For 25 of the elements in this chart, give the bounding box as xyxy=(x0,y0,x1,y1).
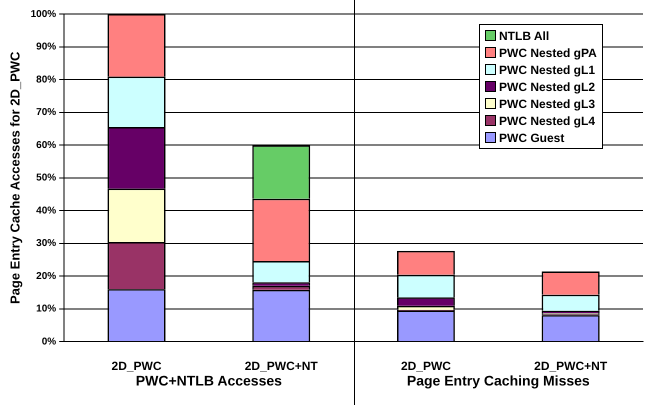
legend-label: PWC Nested gL3 xyxy=(499,96,596,110)
y-tick-label: 30% xyxy=(36,238,56,250)
y-tick-label: 80% xyxy=(36,74,56,86)
legend-label: PWC Nested gPA xyxy=(499,46,597,60)
legend-label: PWC Nested gL4 xyxy=(499,114,596,128)
y-tick-label: 40% xyxy=(36,205,56,216)
x-tick-label: 2D_PWC xyxy=(400,359,452,374)
y-tick-label: 70% xyxy=(36,107,56,118)
x-tick-label: 2D_PWC+NT xyxy=(534,359,608,374)
y-tick-label: 20% xyxy=(36,270,56,282)
legend-label: NTLB All xyxy=(499,28,550,42)
legend-label: PWC Nested gL1 xyxy=(499,62,596,76)
y-tick-label: 100% xyxy=(30,8,56,20)
text: Page Entry Caching Misses xyxy=(406,372,590,388)
y-tick-label: 60% xyxy=(36,140,56,151)
y-axis-title: Page Entry Cache Accesses for 2D_PWC xyxy=(7,50,22,304)
y-tick-label: 90% xyxy=(36,42,56,53)
y-tick-label: 0% xyxy=(42,336,56,348)
x-tick-label: 2D_PWC xyxy=(112,359,162,374)
legend-label: PWC Guest xyxy=(499,130,564,144)
y-tick-label: 10% xyxy=(36,304,56,315)
y-tick-label: 50% xyxy=(36,172,56,184)
legend-label: PWC Nested gL2 xyxy=(499,80,596,94)
x-tick-label: 2D_PWC+NT xyxy=(244,359,318,374)
text: PWC+NTLB Accesses xyxy=(136,372,282,388)
